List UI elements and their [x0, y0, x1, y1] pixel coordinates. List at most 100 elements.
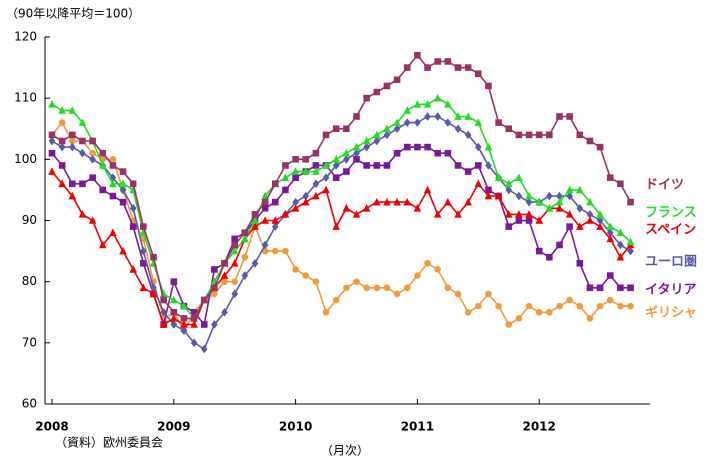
point: [586, 284, 594, 292]
point: [58, 119, 66, 126]
series-line: [51, 121, 631, 333]
point: [180, 315, 188, 322]
point: [119, 198, 127, 206]
point: [383, 197, 391, 206]
point: [546, 131, 553, 139]
point: [403, 118, 411, 127]
point: [424, 112, 431, 121]
point: [454, 162, 462, 169]
point: [596, 302, 604, 310]
point: [464, 112, 472, 120]
point: [251, 222, 259, 230]
point: [150, 253, 157, 261]
point: [617, 240, 624, 250]
point: [200, 321, 208, 328]
point: [576, 302, 584, 310]
point: [596, 216, 604, 225]
legend-label: スペイン: [645, 223, 696, 238]
point: [424, 64, 431, 71]
point: [627, 198, 634, 206]
point: [596, 210, 604, 218]
point: [535, 216, 543, 224]
point: [555, 203, 564, 212]
point: [88, 216, 97, 224]
point: [556, 302, 563, 310]
point: [556, 113, 563, 120]
point: [393, 76, 401, 84]
point: [272, 198, 279, 206]
point: [58, 137, 66, 145]
point: [301, 167, 310, 175]
point: [444, 284, 452, 292]
point: [343, 168, 350, 175]
point: [231, 235, 238, 243]
point: [363, 94, 370, 102]
point: [515, 173, 523, 181]
point: [535, 197, 543, 206]
point: [140, 246, 147, 256]
point: [170, 320, 178, 329]
point: [393, 290, 401, 298]
point: [596, 143, 604, 151]
point: [109, 179, 117, 188]
point: [79, 148, 86, 158]
point: [241, 234, 249, 243]
point: [109, 192, 117, 200]
point: [271, 216, 280, 224]
point: [170, 308, 178, 316]
point: [454, 290, 462, 298]
legend-label: ギリシャ: [645, 305, 697, 321]
point: [332, 155, 340, 163]
point: [302, 156, 310, 163]
point: [129, 180, 137, 188]
point: [119, 185, 127, 195]
point: [576, 131, 584, 139]
point: [78, 118, 87, 126]
point: [545, 203, 554, 212]
point: [373, 88, 381, 96]
point: [291, 203, 300, 212]
point: [353, 156, 360, 163]
point: [343, 155, 350, 164]
point: [282, 162, 289, 169]
point: [363, 142, 370, 152]
point: [149, 289, 158, 298]
point: [434, 112, 441, 121]
point: [200, 296, 208, 304]
point: [231, 241, 238, 249]
point: [362, 203, 371, 212]
point: [343, 125, 350, 133]
y-tick-label: 90: [22, 213, 37, 227]
point: [109, 173, 117, 182]
point: [79, 137, 86, 145]
point: [190, 315, 198, 322]
point: [251, 216, 259, 224]
point: [58, 106, 66, 114]
point: [546, 253, 553, 261]
series-line: [51, 146, 631, 328]
point: [475, 70, 482, 77]
point: [291, 167, 300, 175]
point: [383, 124, 391, 133]
point: [170, 295, 178, 304]
point: [555, 197, 564, 206]
point: [403, 64, 411, 71]
point: [251, 211, 259, 218]
point: [109, 228, 117, 237]
point: [424, 260, 431, 267]
point: [484, 191, 493, 200]
point: [505, 125, 513, 133]
legend-label: フランス: [645, 206, 697, 221]
point: [180, 326, 188, 335]
point: [546, 191, 553, 201]
point: [220, 271, 229, 279]
point: [282, 186, 289, 194]
point: [68, 106, 77, 114]
point: [312, 191, 320, 200]
point: [576, 222, 584, 230]
point: [281, 210, 290, 218]
point: [566, 113, 573, 120]
point: [353, 148, 360, 158]
point: [596, 284, 604, 292]
